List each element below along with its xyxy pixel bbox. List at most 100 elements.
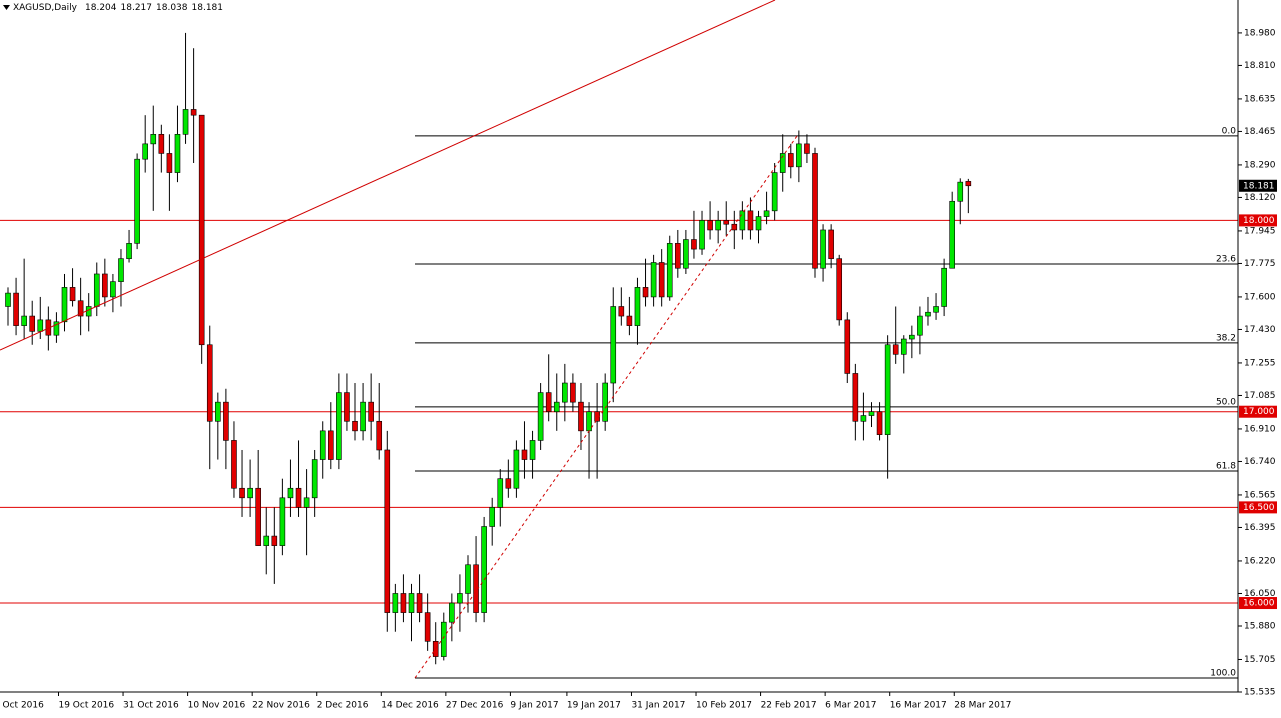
bull-body	[529, 440, 536, 460]
y-tick-label: 18.810	[1244, 61, 1276, 71]
bull-body	[263, 535, 270, 546]
bull-body	[715, 220, 721, 231]
bull-body	[118, 258, 124, 282]
bull-body	[755, 216, 762, 231]
bull-body	[941, 267, 947, 307]
level-label: 17.000	[1243, 407, 1275, 417]
bear-body	[626, 315, 633, 326]
bull-body	[739, 210, 746, 231]
bull-body	[5, 292, 11, 307]
bull-body	[53, 321, 60, 336]
bear-body	[965, 181, 972, 187]
x-tick-label: 28 Mar 2017	[954, 701, 1011, 711]
bull-body	[900, 338, 907, 355]
bear-body	[344, 392, 350, 422]
bear-body	[578, 401, 584, 432]
fib-label: 50.0	[1216, 397, 1236, 407]
y-tick-label: 17.430	[1244, 325, 1276, 335]
bull-body	[408, 593, 415, 613]
level-box	[1239, 214, 1277, 227]
bear-body	[812, 153, 818, 269]
bear-body	[844, 319, 851, 374]
bear-body	[876, 411, 883, 435]
bear-body	[747, 210, 754, 231]
bear-body	[723, 220, 730, 225]
bear-body	[190, 109, 197, 116]
bull-body	[933, 306, 939, 313]
bull-body	[771, 172, 778, 212]
bull-body	[465, 564, 471, 594]
y-tick-label: 16.740	[1244, 457, 1276, 467]
bear-body	[828, 229, 834, 259]
bull-body	[666, 243, 673, 298]
bull-body	[247, 487, 253, 499]
bear-body	[255, 487, 261, 546]
y-tick-label: 17.600	[1244, 292, 1276, 302]
bull-body	[909, 334, 915, 340]
fib-trend-line	[414, 135, 798, 679]
bear-body	[707, 220, 713, 231]
bear-body	[545, 392, 552, 413]
x-tick-label: 6 Mar 2017	[825, 701, 876, 711]
bear-body	[384, 449, 391, 613]
bull-body	[215, 401, 221, 422]
bull-body	[93, 273, 100, 307]
bear-body	[618, 306, 625, 317]
y-tick-label: 17.775	[1244, 259, 1276, 269]
ohlc-values: 18.204 18.217 18.038 18.181	[85, 3, 223, 13]
x-tick-label: 31 Jan 2017	[631, 701, 685, 711]
bull-body	[610, 306, 617, 384]
bull-body	[440, 621, 447, 657]
bear-body	[77, 300, 84, 317]
y-tick-label: 15.880	[1244, 621, 1276, 631]
bull-body	[21, 315, 27, 326]
fib-label: 38.2	[1216, 333, 1236, 343]
y-tick-label: 17.255	[1244, 358, 1276, 368]
y-tick-label: 15.705	[1244, 655, 1276, 665]
bear-body	[521, 449, 528, 460]
x-tick-label: 16 Mar 2017	[890, 701, 947, 711]
bear-body	[836, 258, 843, 321]
y-tick-label: 18.465	[1244, 127, 1276, 137]
bull-body	[537, 392, 544, 441]
bear-body	[416, 593, 423, 613]
bear-body	[570, 382, 576, 403]
ohlc-value: 18.181	[192, 3, 224, 13]
y-tick-label: 17.945	[1244, 226, 1276, 236]
bull-body	[586, 411, 592, 432]
symbol: XAGUSD,Daily	[13, 3, 78, 13]
level-box	[1239, 501, 1277, 514]
fib-label: 0.0	[1222, 126, 1237, 136]
bear-body	[198, 114, 205, 346]
bull-body	[174, 134, 181, 173]
bear-body	[231, 440, 237, 489]
x-tick-label: 10 Nov 2016	[188, 701, 246, 711]
bull-body	[311, 459, 318, 499]
menu-icon[interactable]	[3, 5, 10, 10]
bull-body	[796, 143, 802, 168]
bull-body	[110, 281, 116, 298]
bear-body	[432, 641, 439, 657]
bull-body	[957, 181, 964, 202]
bear-body	[158, 134, 165, 154]
bull-body	[860, 415, 867, 422]
x-tick-label: 31 Oct 2016	[123, 701, 179, 711]
bear-body	[327, 430, 334, 460]
fib-label: 100.0	[1210, 669, 1236, 679]
header: XAGUSD,Daily 18.204 18.217 18.038 18.181	[13, 3, 223, 13]
bear-body	[787, 153, 794, 168]
bear-body	[400, 593, 407, 613]
bull-body	[497, 478, 504, 508]
bull-body	[553, 401, 560, 413]
bull-body	[489, 507, 496, 527]
bear-body	[804, 143, 810, 154]
level-label: 18.000	[1243, 216, 1275, 226]
bear-body	[206, 344, 213, 422]
bear-body	[239, 487, 245, 499]
fib-label: 23.6	[1216, 255, 1236, 265]
bull-body	[699, 220, 705, 250]
y-tick-label: 16.565	[1244, 490, 1276, 500]
bear-body	[691, 239, 697, 250]
